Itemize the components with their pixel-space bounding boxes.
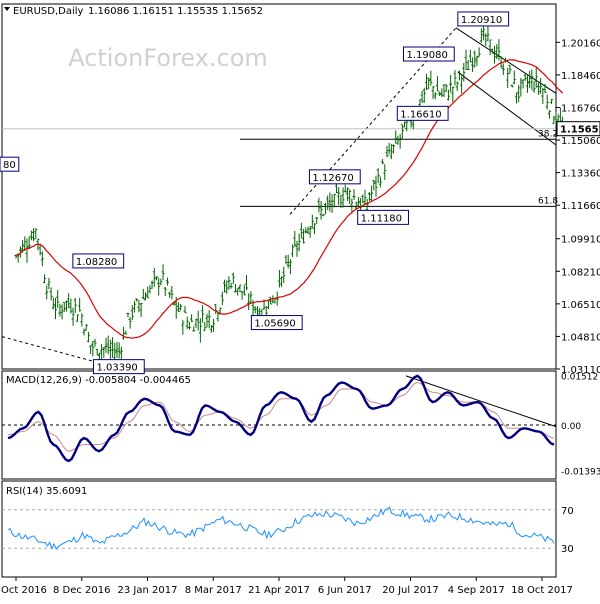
- x-tick-label: 25 Oct 2016: [0, 585, 47, 596]
- callout-label: 1.05690: [254, 319, 295, 330]
- macd-y-tick-label: 0.01512: [561, 373, 598, 383]
- rsi-line: [7, 506, 555, 551]
- price-panel-frame: [1, 3, 557, 370]
- callout-label: 1.08280: [76, 257, 117, 268]
- rsi-y-tick-label: 30: [561, 544, 574, 555]
- dropdown-arrow-icon: [4, 7, 10, 11]
- x-tick-label: 20 Jul 2017: [382, 585, 439, 596]
- macd-signal-line: [7, 381, 555, 452]
- x-tick-label: 6 Jun 2017: [318, 585, 372, 596]
- macd-y-tick-label: -0.013938: [561, 468, 600, 478]
- callout-label: 80: [3, 160, 16, 171]
- watermark-text: ActionForex.com: [68, 44, 268, 72]
- rsi-y-tick-label: 70: [561, 506, 574, 517]
- price-y-tick-label: 1.13360: [561, 169, 600, 180]
- macd-y-tick-label: 0.00: [561, 422, 581, 432]
- price-y-tick-label: 1.20160: [561, 38, 600, 49]
- price-y-tick-label: 1.08210: [561, 267, 600, 278]
- callout-label: 1.16610: [400, 109, 441, 120]
- callout-box: [0, 156, 20, 172]
- fib-label: 61.8: [538, 196, 558, 206]
- price-y-tick-label: 1.09910: [561, 235, 600, 246]
- price-y-tick-label: 1.15060: [561, 136, 600, 147]
- price-y-tick-label: 1.11660: [561, 201, 600, 212]
- ohlc-label: 1.16086 1.16151 1.15535 1.15652: [88, 6, 263, 17]
- x-tick-label: 4 Sep 2017: [448, 585, 505, 596]
- callout-label: 1.12670: [312, 173, 353, 184]
- callout-label: 1.03390: [96, 363, 137, 374]
- callout-label: 1.11180: [361, 213, 402, 224]
- callout-box: [308, 169, 361, 185]
- callout-label: 1.19080: [406, 50, 447, 61]
- price-y-tick-label: 1.18460: [561, 71, 600, 82]
- callout-box: [402, 46, 455, 62]
- callout-box: [250, 315, 303, 331]
- x-tick-label: 18 Oct 2017: [511, 585, 573, 596]
- current-price-label: 1.15652: [560, 125, 600, 136]
- x-tick-label: 8 Dec 2016: [53, 585, 111, 596]
- callout-box: [92, 359, 145, 375]
- fib-label: 38.2: [538, 129, 558, 139]
- rsi-title: RSI(14) 35.6091: [6, 486, 87, 497]
- callout-box: [72, 253, 125, 269]
- callout-box: [396, 105, 449, 121]
- callout-box: [357, 209, 409, 225]
- x-tick-label: 21 Apr 2017: [248, 585, 310, 596]
- macd-line: [7, 374, 555, 463]
- price-y-tick-label: 1.16760: [561, 103, 600, 114]
- price-y-tick-label: 1.04810: [561, 332, 600, 343]
- symbol-label: EURUSD,Daily: [13, 6, 84, 17]
- price-y-tick-label: 1.06510: [561, 300, 600, 311]
- support-trendline: [1, 336, 103, 365]
- callout-box: [457, 11, 510, 27]
- callout-label: 1.20910: [461, 15, 502, 26]
- moving-average-line: [15, 59, 564, 339]
- channel-lower-line: [457, 71, 557, 146]
- current-price-box: [556, 121, 600, 137]
- macd-title: MACD(12,26,9) -0.005804 -0.004465: [6, 375, 191, 386]
- x-tick-label: 23 Jan 2017: [118, 585, 178, 596]
- macd-trendline: [405, 375, 557, 428]
- x-tick-label: 8 Mar 2017: [185, 585, 242, 596]
- price-y-tick-label: 1.03110: [561, 365, 600, 376]
